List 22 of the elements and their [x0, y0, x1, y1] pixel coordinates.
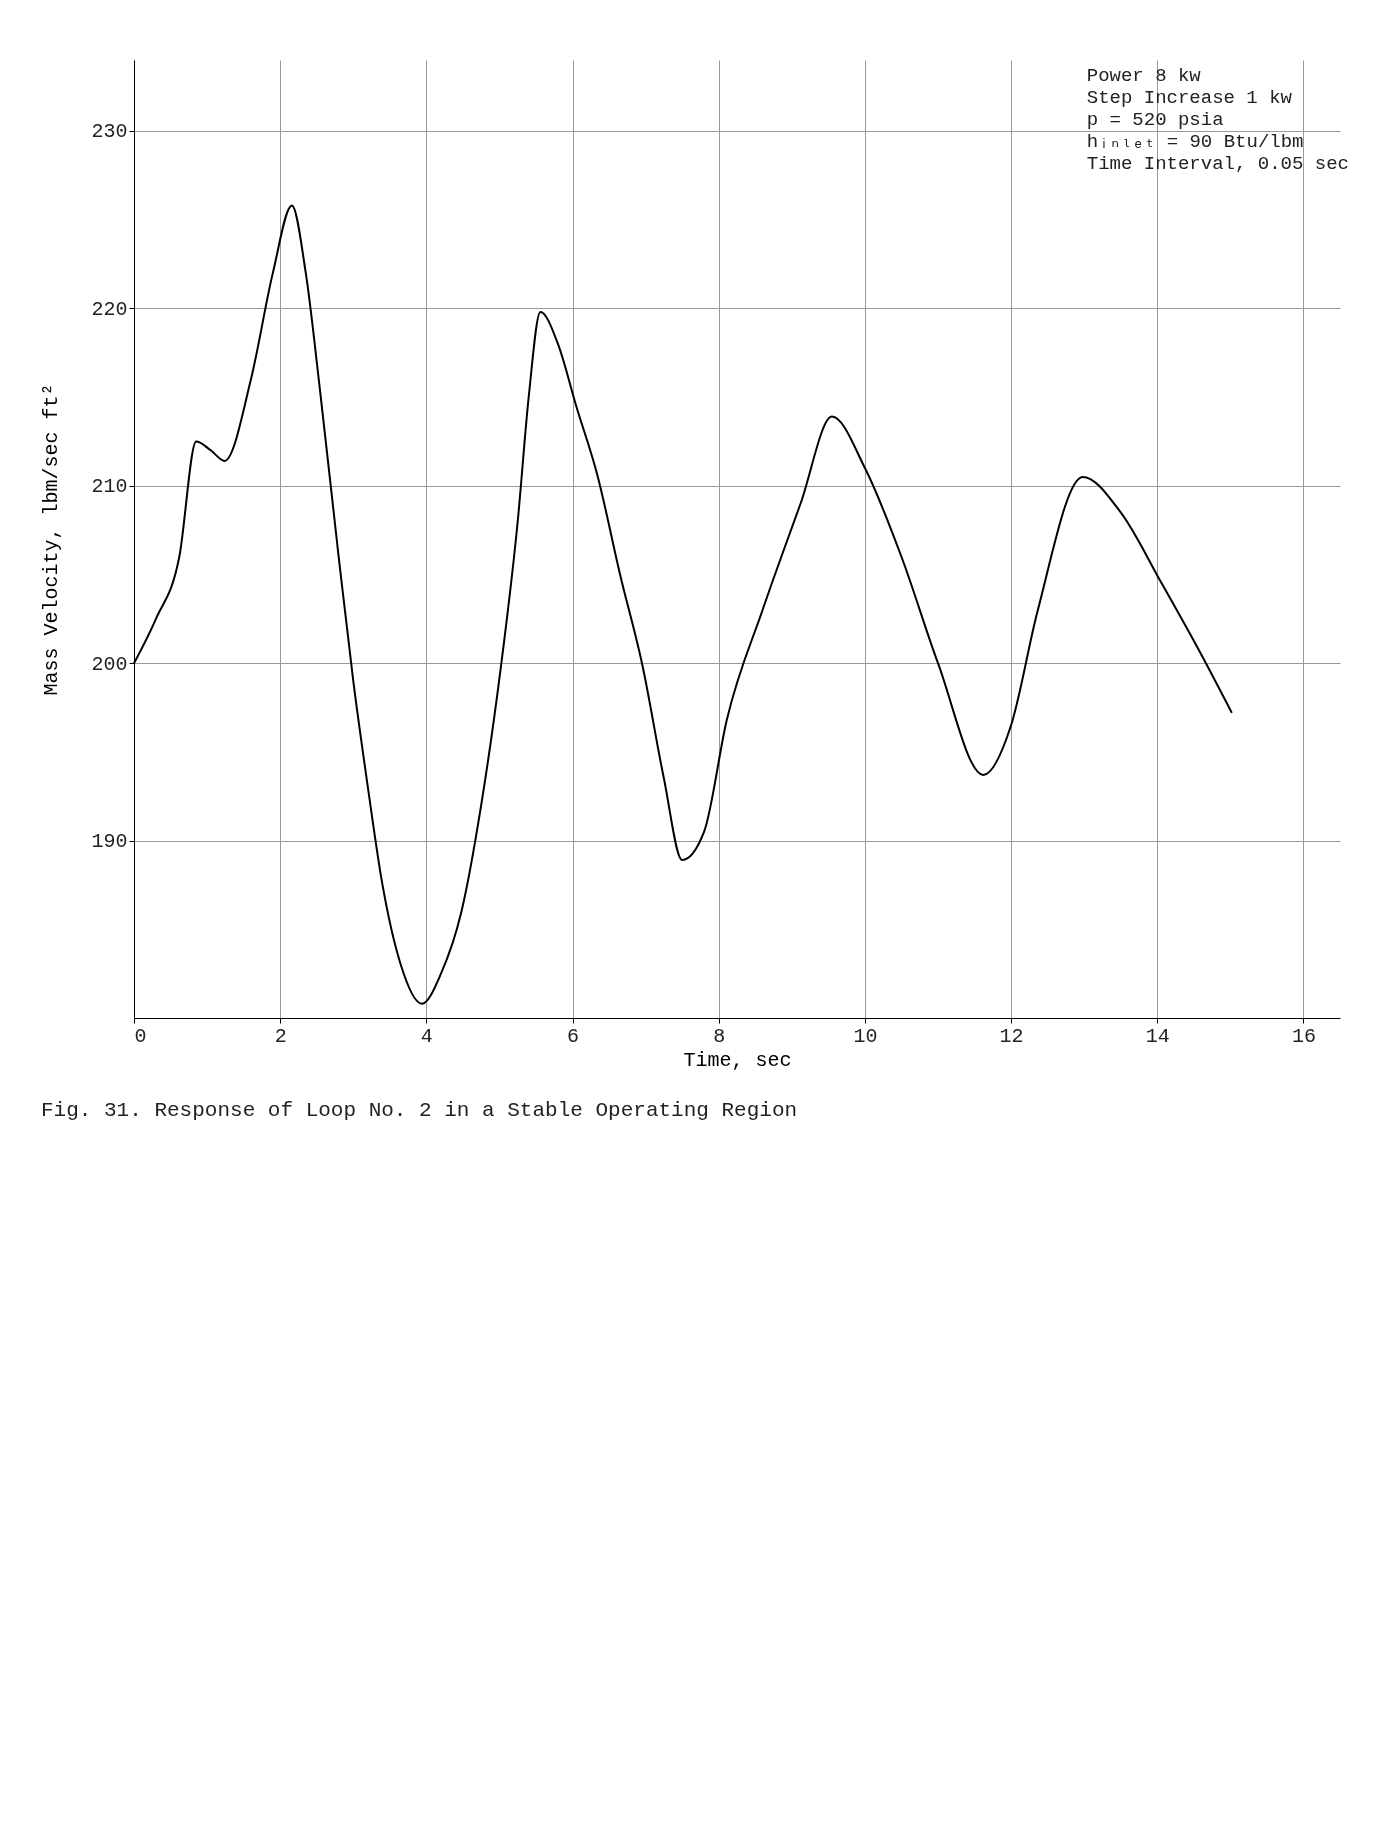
annotation: hᵢₙₗₑₜ = 90 Btu/lbm	[1086, 131, 1304, 153]
x-tick-label: 8	[713, 1024, 726, 1048]
annotation: Power 8 kw	[1086, 65, 1202, 87]
x-tick-label: 10	[853, 1024, 878, 1048]
y-tick-label: 200	[91, 652, 128, 676]
x-tick-label: 16	[1291, 1024, 1316, 1048]
x-axis-title: Time, sec	[683, 1048, 792, 1072]
y-tick-label: 190	[91, 830, 128, 854]
x-tick-label: 12	[999, 1024, 1024, 1048]
annotation: Time Interval, 0.05 sec	[1086, 153, 1349, 175]
x-tick-label: 0	[134, 1024, 147, 1048]
y-tick-label: 230	[91, 120, 128, 144]
x-tick-label: 4	[420, 1024, 433, 1048]
annotation: Step Increase 1 kw	[1086, 87, 1293, 109]
y-axis-title: Mass Velocity, lbm/sec ft²	[40, 383, 64, 696]
y-tick-label: 210	[91, 475, 128, 499]
y-tick-label: 220	[91, 297, 128, 321]
x-tick-label: 6	[567, 1024, 580, 1048]
text: Fig. 31. Response of Loop No. 2 in a Stable Operating Region	[40, 1099, 798, 1122]
x-tick-label: 2	[274, 1024, 287, 1048]
annotation: p = 520 psia	[1086, 109, 1224, 131]
x-tick-label: 14	[1145, 1024, 1170, 1048]
